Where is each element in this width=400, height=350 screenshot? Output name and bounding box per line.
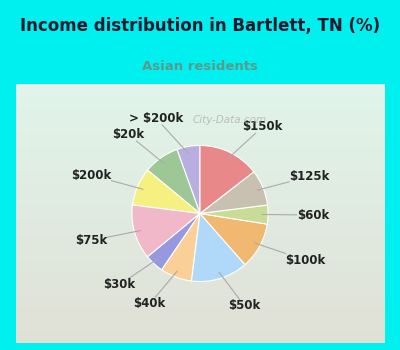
Text: City-Data.com: City-Data.com	[192, 116, 266, 125]
Wedge shape	[162, 214, 200, 281]
Wedge shape	[177, 146, 200, 214]
Wedge shape	[192, 214, 245, 281]
Wedge shape	[132, 170, 200, 214]
Wedge shape	[200, 214, 267, 265]
Wedge shape	[200, 172, 268, 214]
Text: $20k: $20k	[112, 128, 164, 163]
Wedge shape	[148, 149, 200, 214]
Text: Income distribution in Bartlett, TN (%): Income distribution in Bartlett, TN (%)	[20, 17, 380, 35]
Wedge shape	[148, 214, 200, 270]
Text: Asian residents: Asian residents	[142, 60, 258, 72]
Text: > $200k: > $200k	[129, 112, 188, 153]
Text: $200k: $200k	[71, 169, 143, 189]
Text: $30k: $30k	[103, 259, 158, 292]
Text: $40k: $40k	[134, 271, 177, 310]
Text: $50k: $50k	[219, 272, 261, 312]
Wedge shape	[200, 205, 268, 224]
Text: $60k: $60k	[262, 209, 329, 222]
Text: $100k: $100k	[254, 243, 325, 267]
Wedge shape	[132, 205, 200, 257]
Text: $75k: $75k	[75, 231, 140, 247]
Wedge shape	[200, 146, 254, 214]
Text: $125k: $125k	[257, 170, 330, 190]
Text: $150k: $150k	[228, 120, 283, 159]
